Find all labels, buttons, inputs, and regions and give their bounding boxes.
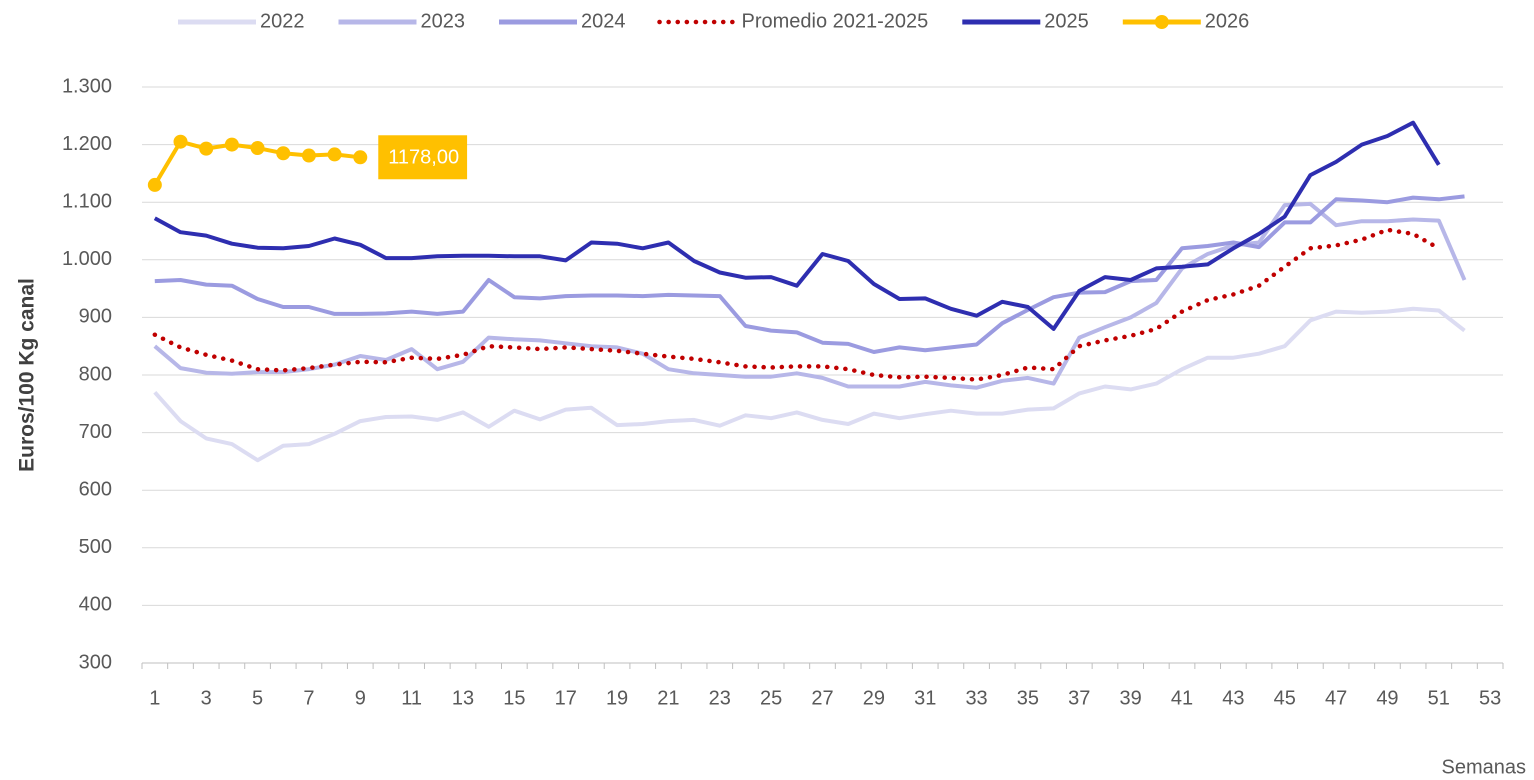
x-tick-label: 49	[1376, 687, 1398, 709]
y-tick-label: 1.300	[62, 75, 112, 97]
x-tick-label: 45	[1274, 687, 1296, 709]
series-marker	[327, 147, 342, 162]
series-marker	[301, 148, 316, 163]
series-line	[153, 120, 1441, 331]
x-tick-label: 21	[657, 687, 679, 709]
series-line	[152, 227, 1442, 382]
series-marker	[276, 146, 291, 161]
y-tick-label: 500	[79, 536, 112, 558]
x-tick-label: 3	[201, 687, 212, 709]
x-tick-label: 19	[606, 687, 628, 709]
x-tick-label: 47	[1325, 687, 1347, 709]
series-marker	[173, 134, 188, 149]
y-tick-label: 700	[79, 421, 112, 443]
y-tick-label: 800	[79, 363, 112, 385]
x-tick-label: 31	[914, 687, 936, 709]
x-axis-label: Semanas	[1442, 756, 1527, 778]
data-label: 1178,00	[388, 147, 459, 169]
x-tick-label: 5	[252, 687, 263, 709]
x-tick-label: 29	[863, 687, 885, 709]
x-tick-label: 35	[1017, 687, 1039, 709]
y-tick-label: 400	[79, 594, 112, 616]
x-tick-label: 1	[149, 687, 160, 709]
legend-label: 2022	[260, 10, 305, 32]
legend-label: 2023	[421, 10, 466, 32]
x-tick-label: 25	[760, 687, 782, 709]
x-tick-label: 39	[1120, 687, 1142, 709]
series-line	[153, 306, 1466, 463]
x-tick-label: 9	[355, 687, 366, 709]
series-marker	[224, 137, 239, 152]
series-marker	[199, 141, 214, 156]
x-tick-label: 15	[503, 687, 525, 709]
y-tick-label: 1.000	[62, 248, 112, 270]
legend-label: Promedio 2021-2025	[742, 10, 929, 32]
x-tick-label: 41	[1171, 687, 1193, 709]
legend-label: 2026	[1205, 10, 1250, 32]
x-tick-label: 43	[1222, 687, 1244, 709]
series-line	[154, 194, 1465, 354]
x-tick-label: 23	[709, 687, 731, 709]
x-tick-label: 27	[811, 687, 833, 709]
y-tick-label: 900	[79, 306, 112, 328]
y-tick-label: 1.100	[62, 190, 112, 212]
legend-marker	[1154, 15, 1169, 29]
y-axis-label: Euros/100 Kg canal	[16, 278, 39, 472]
legend-label: 2025	[1044, 10, 1089, 32]
y-tick-label: 600	[79, 478, 112, 500]
x-tick-label: 17	[555, 687, 577, 709]
legend-label: 2024	[581, 10, 626, 32]
series-marker	[147, 177, 162, 192]
x-tick-label: 53	[1479, 687, 1501, 709]
x-tick-label: 33	[965, 687, 987, 709]
y-tick-label: 300	[79, 651, 112, 673]
x-tick-label: 51	[1428, 687, 1450, 709]
x-tick-label: 7	[303, 687, 314, 709]
x-tick-label: 37	[1068, 687, 1090, 709]
data-label-box	[378, 135, 468, 180]
series-line	[153, 201, 1467, 390]
y-tick-label: 1.200	[62, 133, 112, 155]
series-marker	[353, 150, 368, 165]
series-marker	[250, 141, 265, 156]
x-tick-label: 11	[401, 687, 422, 709]
x-tick-label: 13	[452, 687, 474, 709]
